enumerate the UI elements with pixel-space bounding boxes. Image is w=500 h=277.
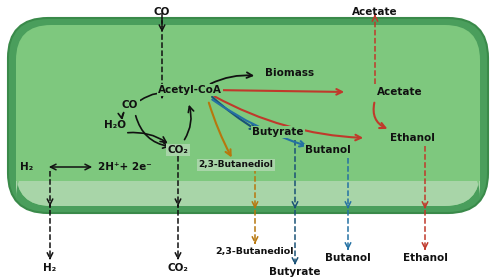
Text: CO: CO bbox=[122, 100, 138, 110]
FancyBboxPatch shape bbox=[16, 163, 480, 206]
Text: CO: CO bbox=[154, 7, 170, 17]
Text: Ethanol: Ethanol bbox=[402, 253, 448, 263]
Text: Biomass: Biomass bbox=[265, 68, 314, 78]
Text: 2,3-Butanediol: 2,3-Butanediol bbox=[198, 160, 274, 170]
Text: Ethanol: Ethanol bbox=[390, 133, 435, 143]
Text: Butyrate: Butyrate bbox=[269, 267, 321, 277]
FancyBboxPatch shape bbox=[16, 25, 480, 206]
Text: CO₂: CO₂ bbox=[168, 263, 188, 273]
Text: 2,3-Butanediol: 2,3-Butanediol bbox=[216, 247, 294, 256]
Text: Acetate: Acetate bbox=[352, 7, 398, 17]
Text: H₂: H₂ bbox=[20, 162, 33, 172]
Text: H₂: H₂ bbox=[44, 263, 57, 273]
Text: Acetate: Acetate bbox=[377, 87, 422, 97]
Text: Butanol: Butanol bbox=[325, 253, 371, 263]
Text: Butanol: Butanol bbox=[305, 145, 351, 155]
Text: 2H⁺+ 2e⁻: 2H⁺+ 2e⁻ bbox=[98, 162, 152, 172]
Text: H₂O: H₂O bbox=[104, 120, 126, 130]
Text: Butyrate: Butyrate bbox=[252, 127, 304, 137]
Text: Acetyl-CoA: Acetyl-CoA bbox=[158, 85, 222, 95]
FancyBboxPatch shape bbox=[8, 18, 488, 213]
Text: CO₂: CO₂ bbox=[168, 145, 188, 155]
Bar bbox=[16, 163, 480, 181]
